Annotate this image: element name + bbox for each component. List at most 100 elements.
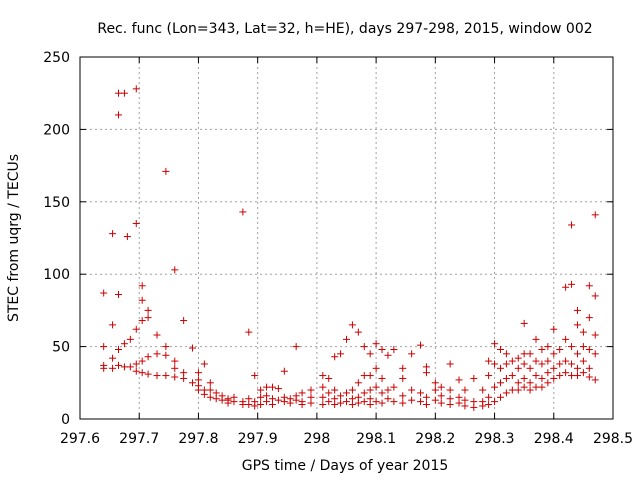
data-point <box>502 350 510 358</box>
data-point <box>378 399 386 407</box>
data-point <box>263 383 271 391</box>
data-point <box>307 386 315 394</box>
data-point <box>446 386 454 394</box>
data-point <box>337 399 345 407</box>
data-point <box>263 398 271 406</box>
data-point <box>422 393 430 401</box>
data-point <box>189 379 197 387</box>
data-point <box>585 282 593 290</box>
data-point <box>245 401 253 409</box>
data-point <box>491 340 499 348</box>
data-point <box>138 296 146 304</box>
data-point <box>245 328 253 336</box>
data-point <box>360 398 368 406</box>
data-point <box>550 374 558 382</box>
data-point <box>496 364 504 372</box>
data-point <box>257 393 265 401</box>
data-point <box>366 401 374 409</box>
y-axis-label: STEC from uqrg / TECUs <box>6 154 22 322</box>
data-point <box>331 353 339 361</box>
data-point <box>274 385 282 393</box>
data-point <box>337 350 345 358</box>
data-point <box>109 364 117 372</box>
data-point <box>384 386 392 394</box>
data-point <box>550 325 558 333</box>
data-point <box>573 364 581 372</box>
data-points <box>100 85 599 411</box>
data-point <box>591 292 599 300</box>
data-point <box>280 367 288 375</box>
data-point <box>390 398 398 406</box>
data-point <box>331 401 339 409</box>
data-point <box>114 345 122 353</box>
data-point <box>331 386 339 394</box>
data-point <box>378 389 386 397</box>
data-point <box>502 360 510 368</box>
data-point <box>114 290 122 298</box>
data-point <box>348 386 356 394</box>
x-tick-label: 298.3 <box>475 431 515 447</box>
data-point <box>491 360 499 368</box>
data-point <box>292 343 300 351</box>
data-point <box>479 386 487 394</box>
data-point <box>491 398 499 406</box>
data-point <box>372 364 380 372</box>
data-point <box>251 372 259 380</box>
data-point <box>218 396 226 404</box>
data-point <box>431 379 439 387</box>
data-point <box>514 386 522 394</box>
data-point <box>544 379 552 387</box>
data-point <box>354 328 362 336</box>
data-point <box>138 369 146 377</box>
data-point <box>153 350 161 358</box>
data-point <box>562 283 570 291</box>
data-point <box>384 351 392 359</box>
data-point <box>132 367 140 375</box>
grid-lines <box>80 57 613 419</box>
chart-title: Rec. func (Lon=343, Lat=32, h=HE), days … <box>97 21 592 37</box>
data-point <box>502 389 510 397</box>
x-tick-label: 298.5 <box>593 431 633 447</box>
data-point <box>532 383 540 391</box>
data-point <box>319 372 327 380</box>
data-point <box>461 402 469 410</box>
data-point <box>360 389 368 397</box>
data-point <box>212 395 220 403</box>
data-point <box>508 372 516 380</box>
data-point <box>180 374 188 382</box>
data-point <box>126 363 134 371</box>
data-point <box>280 398 288 406</box>
data-point <box>189 344 197 352</box>
y-axis-ticks: 0 50 100 150 200 250 <box>43 50 613 428</box>
y-tick-label: 200 <box>43 122 70 138</box>
data-point <box>573 321 581 329</box>
data-point <box>162 343 170 351</box>
data-point <box>455 376 463 384</box>
x-tick-label: 297.9 <box>238 431 278 447</box>
data-point <box>162 351 170 359</box>
data-point <box>585 314 593 322</box>
data-point <box>591 331 599 339</box>
data-point <box>171 364 179 372</box>
data-point <box>206 386 214 394</box>
data-point <box>455 399 463 407</box>
data-point <box>579 343 587 351</box>
data-point <box>162 167 170 175</box>
data-point <box>431 386 439 394</box>
data-point <box>496 345 504 353</box>
data-point <box>544 357 552 365</box>
data-point <box>526 386 534 394</box>
data-point <box>257 401 265 409</box>
data-point <box>251 402 259 410</box>
x-axis-label: GPS time / Days of year 2015 <box>242 458 449 474</box>
y-tick-label: 50 <box>52 340 70 356</box>
data-point <box>123 233 131 241</box>
data-point <box>132 85 140 93</box>
data-point <box>100 364 108 372</box>
data-point <box>298 389 306 397</box>
data-point <box>437 383 445 391</box>
data-point <box>348 321 356 329</box>
x-tick-label: 297.7 <box>119 431 159 447</box>
data-point <box>224 399 232 407</box>
data-point <box>496 379 504 387</box>
